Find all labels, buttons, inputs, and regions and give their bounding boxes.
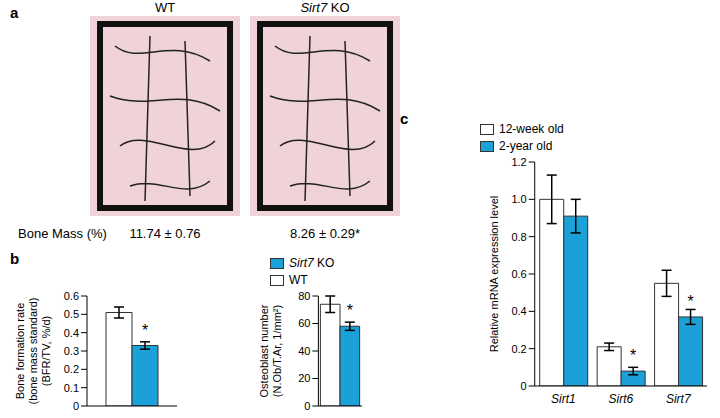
html-text:a: a	[10, 4, 19, 21]
html-text:Sirt7 KO: Sirt7 KO	[289, 256, 335, 270]
svg-text:0.4: 0.4	[64, 327, 79, 339]
svg-text:60: 60	[298, 317, 310, 329]
svg-text:Relative mRNA expression level: Relative mRNA expression level	[488, 196, 500, 353]
svg-text:0.2: 0.2	[64, 363, 79, 375]
svg-text:*: *	[347, 302, 353, 319]
svg-text:0.8: 0.8	[511, 231, 526, 243]
svg-text:Osteoblast number(N.Ob/T.Ar, 1: Osteoblast number(N.Ob/T.Ar, 1/mm²)	[258, 304, 283, 397]
svg-text:1.0: 1.0	[511, 193, 526, 205]
svg-text:*: *	[142, 322, 148, 339]
html-text:12-week old: 12-week old	[499, 122, 564, 136]
svg-text:Sirt6: Sirt6	[609, 392, 634, 406]
html-text:WT: WT	[289, 273, 308, 287]
svg-text:0: 0	[304, 400, 310, 412]
html-text:WT: WT	[154, 0, 176, 15]
svg-text:*: *	[687, 293, 693, 310]
svg-text:Sirt1: Sirt1	[551, 392, 576, 406]
svg-text:40: 40	[298, 345, 310, 357]
svg-text:0.3: 0.3	[64, 345, 79, 357]
html-text:11.74 ± 0.76: 11.74 ± 0.76	[129, 226, 201, 241]
svg-text:80: 80	[298, 290, 310, 302]
svg-text:1.2: 1.2	[511, 156, 526, 168]
svg-text:0.1: 0.1	[64, 382, 79, 394]
svg-text:0.6: 0.6	[64, 290, 79, 302]
svg-text:Sirt7: Sirt7	[666, 392, 692, 406]
html-text:8.26 ± 0.29*: 8.26 ± 0.29*	[290, 226, 360, 241]
svg-text:0.2: 0.2	[511, 343, 526, 355]
html-text:b: b	[10, 250, 20, 267]
svg-text:Bone formation rate(bone mass: Bone formation rate(bone mass standard)(…	[14, 298, 52, 405]
html-text:2-year old: 2-year old	[499, 139, 553, 153]
svg-text:0.5: 0.5	[64, 308, 79, 320]
svg-text:0: 0	[73, 400, 79, 412]
svg-text:0.4: 0.4	[511, 305, 526, 317]
html-text:Sirt7 KO: Sirt7 KO	[300, 0, 350, 15]
svg-text:*: *	[630, 347, 636, 364]
html-text:c: c	[400, 110, 409, 127]
html-text:Bone Mass (%): Bone Mass (%)	[18, 226, 107, 241]
svg-text:0: 0	[521, 380, 527, 392]
svg-text:0.6: 0.6	[511, 268, 526, 280]
svg-text:20: 20	[298, 372, 310, 384]
